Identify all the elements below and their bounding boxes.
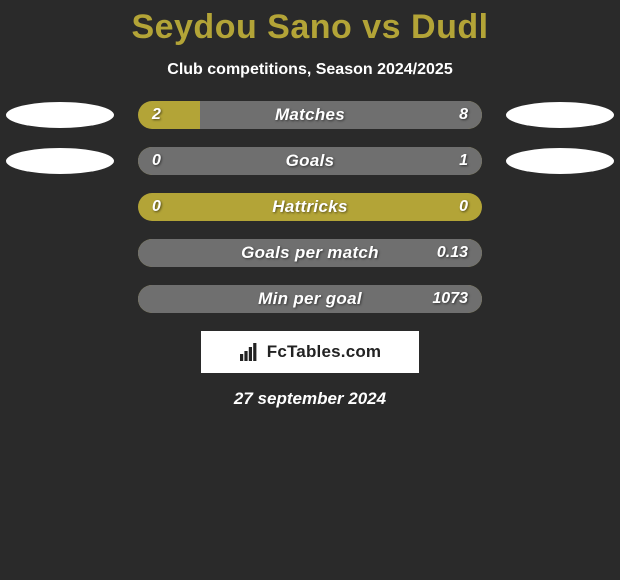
stat-label: Hattricks (138, 193, 482, 221)
page-title: Seydou Sano vs Dudl (131, 8, 488, 47)
bars-icon (239, 342, 261, 362)
stat-bar-track: Min per goal1073 (138, 285, 482, 313)
stat-value-left: 2 (152, 101, 161, 129)
stat-row: Hattricks0 0 (0, 193, 620, 221)
stat-label: Matches (138, 101, 482, 129)
stat-bar-track: Hattricks0 0 (138, 193, 482, 221)
stat-value-right: 8 (459, 101, 468, 129)
source-badge[interactable]: FcTables.com (201, 331, 419, 373)
stat-value-left: 0 (152, 147, 161, 175)
stat-row: Goals per match0.13 (0, 239, 620, 267)
stat-value-right: 0 (459, 193, 468, 221)
stat-label: Goals (138, 147, 482, 175)
stat-value-right: 1073 (432, 285, 468, 313)
player-oval-left (6, 148, 114, 174)
stat-value-left: 0 (152, 193, 161, 221)
stat-value-right: 0.13 (437, 239, 468, 267)
player-oval-right (506, 148, 614, 174)
source-text: FcTables.com (267, 342, 382, 362)
player-oval-right (506, 102, 614, 128)
date-text: 27 september 2024 (234, 389, 386, 409)
stat-label: Min per goal (138, 285, 482, 313)
stats-list: Matches28Goals01Hattricks00Goals per mat… (0, 101, 620, 313)
stat-label: Goals per match (138, 239, 482, 267)
stat-bar-track: Goals per match0.13 (138, 239, 482, 267)
player-oval-left (6, 102, 114, 128)
stat-row: Min per goal1073 (0, 285, 620, 313)
stat-bar-track: Goals0 1 (138, 147, 482, 175)
subtitle: Club competitions, Season 2024/2025 (167, 61, 452, 79)
comparison-widget: Seydou Sano vs Dudl Club competitions, S… (0, 0, 620, 580)
stat-bar-track: Matches2 8 (138, 101, 482, 129)
stat-value-right: 1 (459, 147, 468, 175)
